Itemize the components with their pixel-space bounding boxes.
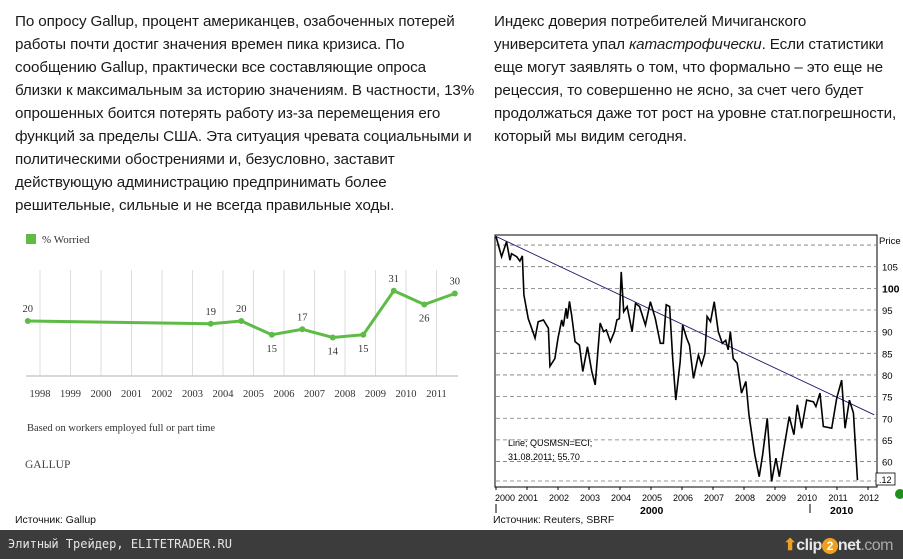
x-tick-label: 2010: [797, 493, 817, 503]
y-tick-label: 60: [882, 458, 893, 469]
x-tick-label: 2011: [426, 389, 447, 400]
data-label: 15: [267, 344, 278, 355]
y-tick-label: 100: [882, 283, 900, 295]
y-tick-label: 75: [882, 393, 893, 404]
right-text-italic: катастрофически: [629, 36, 762, 53]
footer-site: Элитный Трейдер, ELITETRADER.RU: [8, 537, 232, 551]
right-text-after: . Если статистики еще могут заявлять о т…: [494, 36, 897, 145]
right-source: Источник: Reuters, SBRF: [493, 514, 615, 526]
x-tick-label: 2000: [91, 389, 112, 400]
data-label: 20: [23, 304, 34, 315]
left-article-text: По опросу Gallup, процент американцев, о…: [15, 13, 475, 214]
last-value-box: [875, 472, 896, 486]
logo-part-c: .com: [860, 537, 893, 554]
plot-frame: [494, 234, 878, 488]
chart-note: Based on workers employed full or part t…: [27, 423, 215, 434]
data-label: 26: [419, 314, 430, 325]
y-tick-label: 70: [882, 414, 893, 425]
x-tick-label: 2008: [735, 493, 755, 503]
gallup-worried-chart: % Worried 1998 1999 2000 2001 2002 2003 2004 20…: [23, 234, 461, 471]
x-tick-label: 2011: [828, 493, 847, 503]
data-point: [360, 331, 367, 338]
right-article-text: Индекс доверия потребителей Мичиганского…: [494, 10, 899, 148]
x-tick-label: 1998: [30, 389, 51, 400]
x-tick-label: 2008: [335, 389, 356, 400]
x-tick-label: 2005: [642, 493, 662, 503]
x-tick-label: 2001: [518, 493, 538, 503]
x-tick-label: 2009: [766, 493, 786, 503]
data-label: 30: [450, 277, 461, 288]
gallup-logo: GALLUP: [25, 459, 70, 471]
logo-part-2: 2: [821, 538, 838, 554]
x-tick-label: 2003: [580, 493, 600, 503]
x-tick-label: 2007: [704, 493, 724, 503]
data-label: 14: [328, 347, 339, 358]
data-point: [329, 334, 336, 341]
x-tick-label: 2010: [396, 389, 417, 400]
sentiment-series-line: [495, 236, 859, 482]
data-label: 17: [297, 312, 308, 323]
x-tick-label: 2000: [495, 493, 515, 503]
x-tick-label: 2006: [274, 389, 295, 400]
trend-line: [495, 235, 875, 416]
legend-label: % Worried: [42, 234, 90, 246]
right-text-before: Индекс доверия потребителей Мичиганского…: [494, 13, 807, 53]
x-tick-label: 2003: [182, 389, 203, 400]
y-tick-label: 85: [882, 349, 893, 360]
annotation-line2: 31.08.2011; 55.70: [508, 452, 580, 462]
x-tick-label: 2004: [611, 493, 631, 503]
x-tick-label: 2004: [213, 389, 235, 400]
annotation-line1: Line; QUSMSN=ECI;: [508, 438, 592, 448]
data-label: 31: [389, 274, 400, 285]
data-point: [207, 320, 214, 327]
data-point: [238, 318, 245, 324]
data-label: 20: [236, 304, 247, 315]
x-tick-label: 2006: [673, 493, 693, 503]
x-tick-label: 2002: [549, 493, 569, 503]
x-tick-label: 2012: [859, 493, 879, 503]
data-point: [390, 287, 397, 294]
status-dot: [895, 489, 903, 499]
data-point: [24, 318, 31, 324]
x-tick-label: 2005: [243, 389, 264, 400]
data-label: 15: [358, 344, 369, 355]
y-tick-label: 95: [882, 306, 893, 317]
footer-bar: Элитный Трейдер, ELITETRADER.RU ⬆clip 2 ne…: [0, 530, 903, 559]
clip2net-logo[interactable]: ⬆clip 2 net.com: [783, 535, 893, 555]
decade-label-2010: 2010: [830, 505, 854, 517]
data-point: [421, 301, 428, 308]
logo-part-a: clip: [796, 537, 822, 554]
worried-series-line: [27, 288, 456, 340]
data-point: [299, 326, 306, 333]
y-tick-label: 80: [882, 371, 893, 382]
decade-label-2000: 2000: [640, 505, 664, 517]
y-tick-label: 65: [882, 436, 893, 447]
data-label: 19: [206, 307, 217, 318]
legend-swatch: [26, 234, 36, 244]
logo-part-b: net: [837, 537, 861, 554]
upload-arrow-icon: ⬆: [783, 537, 797, 554]
left-source: Источник: Gallup: [15, 514, 97, 526]
data-point: [268, 331, 275, 338]
x-tick-label: 2002: [152, 389, 173, 400]
y-tick-label: 105: [882, 263, 898, 274]
data-point: [451, 290, 458, 297]
x-tick-label: 2001: [121, 389, 142, 400]
last-value-text: .12: [879, 475, 892, 485]
x-tick-label: 2009: [365, 389, 386, 400]
x-tick-label: 2007: [304, 389, 325, 400]
x-tick-label: 1999: [60, 389, 81, 400]
y-tick-label: 90: [882, 328, 893, 339]
price-axis-label: Price: [879, 236, 901, 247]
